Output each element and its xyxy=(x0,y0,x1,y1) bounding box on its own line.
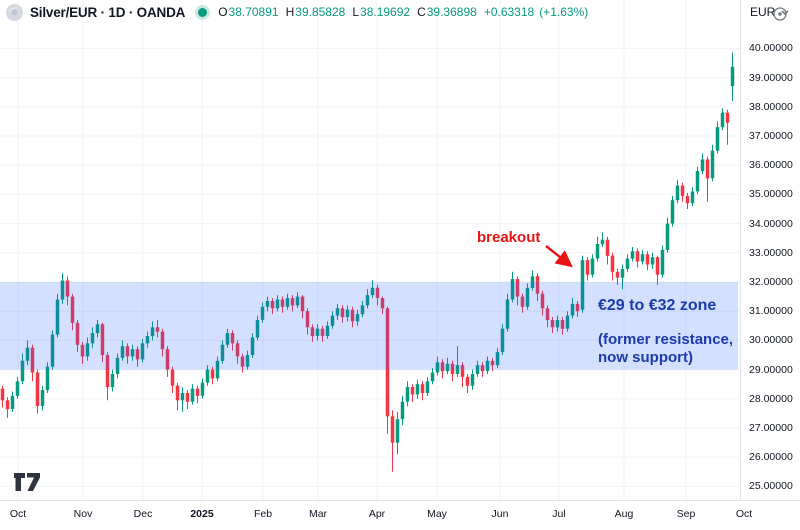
price-tick-label: 26.00000 xyxy=(749,451,793,464)
zone-annotation-label[interactable]: €29 to €32 zone xyxy=(598,297,717,314)
currency-label: EUR xyxy=(750,5,776,19)
price-tick-label: 25.00000 xyxy=(749,480,793,493)
breakout-arrow[interactable] xyxy=(545,245,573,268)
price-tick-label: 40.00000 xyxy=(749,42,793,55)
candlesticks xyxy=(0,52,735,472)
chart-legend: Silver/EUR · 1D · OANDA O 38.70891 H 39.858… xyxy=(6,3,588,21)
breakout-annotation-label[interactable]: breakout xyxy=(477,229,541,246)
zone-note-line2: now support) xyxy=(598,349,693,366)
grid-lines xyxy=(0,0,740,500)
price-tick-label: 32.00000 xyxy=(749,276,793,288)
price-tick-label: 33.00000 xyxy=(749,246,793,259)
zone-note-line1: (former resistance, xyxy=(598,331,734,348)
price-tick-label: 27.00000 xyxy=(749,422,793,434)
time-tick-label: Oct xyxy=(9,508,27,520)
change-percent: (+1.63%) xyxy=(539,5,589,19)
ohlc-field: L 38.19692 xyxy=(352,5,411,19)
symbol-title[interactable]: Silver/EUR · 1D · OANDA xyxy=(30,4,186,20)
instrument-logo-icon xyxy=(6,3,23,21)
timezone-settings-icon[interactable] xyxy=(772,6,788,22)
time-tick-label: Mar xyxy=(308,508,328,520)
zone-annotation-note[interactable]: (former resistance, now support) xyxy=(598,331,733,367)
time-tick-label: 2025 xyxy=(190,508,214,520)
ohlc-field: H 39.85828 xyxy=(285,5,346,19)
price-tick-label: 37.00000 xyxy=(749,130,793,142)
price-tick-label: 39.00000 xyxy=(749,71,793,84)
change-value: +0.63318 xyxy=(483,5,535,19)
time-tick-label: Aug xyxy=(614,508,634,520)
ohlc-field: C 39.36898 xyxy=(417,5,477,19)
price-tick-label: 35.00000 xyxy=(749,188,793,201)
price-tick-label: 36.00000 xyxy=(749,159,793,172)
time-tick-label: Oct xyxy=(735,508,753,520)
price-tick-label: 28.00000 xyxy=(749,392,793,405)
price-change: +0.63318 (+1.63%) xyxy=(484,5,588,19)
price-tick-label: 31.00000 xyxy=(749,305,793,318)
support-zone[interactable] xyxy=(0,282,738,370)
chart-plot-area[interactable] xyxy=(0,0,740,500)
price-tick-label: 38.00000 xyxy=(749,100,793,113)
time-tick-label: May xyxy=(427,508,447,520)
price-scale[interactable]: EUR 40.00000 39.00000 38.00000 37.00000 36.0… xyxy=(740,0,800,500)
price-tick-label: 34.00000 xyxy=(749,217,793,230)
time-tick-label: Apr xyxy=(368,508,386,520)
time-tick-label: Sep xyxy=(676,508,696,520)
tradingview-logo[interactable] xyxy=(14,472,41,492)
time-tick-label: Nov xyxy=(73,508,93,520)
time-tick-label: Jun xyxy=(491,508,509,520)
time-scale[interactable]: Oct Nov Dec 2025 Feb Mar Apr May Jun Jul Aug Sep Oct xyxy=(0,500,800,530)
price-tick-label: 29.00000 xyxy=(749,363,793,376)
ohlc-field: O 38.70891 xyxy=(218,5,279,19)
time-tick-label: Dec xyxy=(133,508,153,520)
price-tick-label: 30.00000 xyxy=(749,334,793,347)
candlestick-canvas[interactable] xyxy=(0,0,740,500)
ohlc-readout: O 38.70891 H 39.85828 L 38.19692 C 39.36898 xyxy=(218,5,477,19)
market-status-dot[interactable] xyxy=(198,7,208,17)
time-tick-label: Feb xyxy=(253,508,273,520)
time-tick-label: Jul xyxy=(552,508,566,520)
